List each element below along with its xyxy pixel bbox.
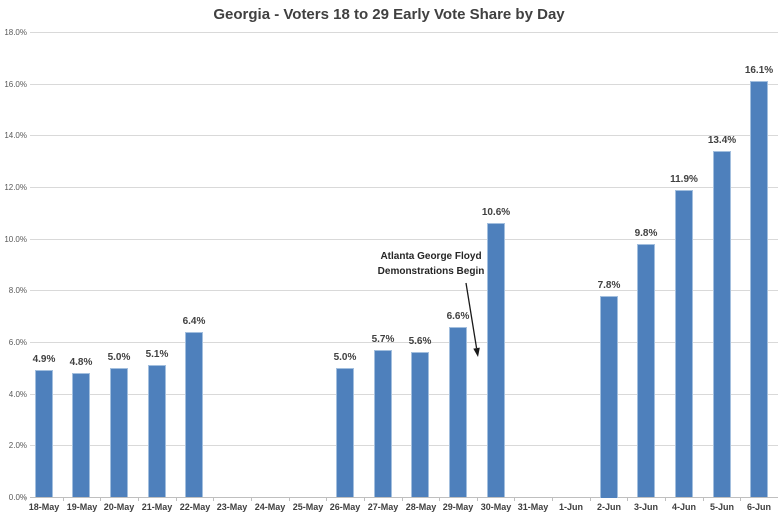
x-axis-label: 27-May — [367, 502, 399, 512]
annotation-label: Atlanta George Floyd Demonstrations Begin — [367, 249, 495, 279]
x-axis-label: 28-May — [405, 502, 437, 512]
bar-value-label: 5.0% — [333, 352, 357, 363]
y-axis-tick-label: 18.0% — [4, 28, 27, 37]
bar — [72, 373, 90, 497]
x-axis-tick — [25, 497, 26, 501]
y-axis-tick-label: 2.0% — [8, 441, 27, 450]
x-axis-tick — [740, 497, 741, 501]
y-axis-tick-label: 14.0% — [4, 131, 27, 140]
x-axis-tick — [439, 497, 440, 501]
bar — [750, 81, 768, 497]
y-axis-tick-label: 0.0% — [8, 493, 27, 502]
bar-value-label: 4.9% — [32, 354, 56, 365]
x-axis-label: 5-Jun — [709, 502, 734, 512]
y-axis-tick-label: 8.0% — [8, 286, 27, 295]
bar — [600, 296, 618, 498]
x-axis-label: 18-May — [28, 502, 60, 512]
bar-value-label: 6.6% — [446, 311, 470, 322]
bar-value-label: 5.7% — [371, 334, 395, 345]
bar-value-label: 11.9% — [670, 174, 698, 185]
x-axis-tick — [213, 497, 214, 501]
x-axis-tick — [63, 497, 64, 501]
bar — [675, 190, 693, 497]
x-axis-tick — [514, 497, 515, 501]
y-gridline — [30, 445, 778, 446]
y-gridline — [30, 239, 778, 240]
x-axis-label: 24-May — [254, 502, 286, 512]
x-axis-label: 3-Jun — [633, 502, 658, 512]
x-axis-label: 22-May — [179, 502, 211, 512]
x-axis-tick — [176, 497, 177, 501]
bar-value-label: 5.0% — [107, 352, 131, 363]
y-axis-tick-label: 16.0% — [4, 80, 27, 89]
x-axis-tick — [138, 497, 139, 501]
bar — [148, 365, 166, 497]
bar-value-label: 5.1% — [145, 349, 169, 360]
x-axis-label: 19-May — [66, 502, 98, 512]
x-axis-tick — [402, 497, 403, 501]
y-gridline — [30, 135, 778, 136]
x-axis-tick — [665, 497, 666, 501]
y-axis-tick-label: 4.0% — [8, 390, 27, 399]
x-axis-tick — [364, 497, 365, 501]
bar — [185, 332, 203, 497]
x-axis-tick — [477, 497, 478, 501]
y-gridline — [30, 187, 778, 188]
bar-value-label: 10.6% — [481, 207, 511, 218]
x-axis-label: 20-May — [103, 502, 135, 512]
x-axis-line — [30, 497, 778, 498]
y-gridline — [30, 342, 778, 343]
x-axis-tick — [627, 497, 628, 501]
x-axis-label: 1-Jun — [558, 502, 583, 512]
chart-title: Georgia - Voters 18 to 29 Early Vote Sha… — [213, 6, 565, 23]
y-axis-tick-label: 12.0% — [4, 183, 27, 192]
y-gridline — [30, 290, 778, 291]
x-axis-tick — [590, 497, 591, 501]
y-gridline — [30, 84, 778, 85]
bar-value-label: 7.8% — [597, 280, 621, 291]
annotation-line: Atlanta George Floyd — [380, 251, 482, 262]
annotation-line: Demonstrations Begin — [377, 266, 485, 277]
bar — [411, 352, 429, 497]
y-gridline — [30, 32, 778, 33]
bar-value-label: 5.6% — [408, 336, 432, 347]
bar — [110, 368, 128, 497]
bar-value-label: 6.4% — [182, 316, 206, 327]
y-axis-tick-label: 10.0% — [4, 235, 27, 244]
bar — [487, 223, 505, 497]
x-axis-label: 25-May — [292, 502, 324, 512]
bar-value-label: 13.4% — [707, 135, 737, 146]
x-axis-tick — [326, 497, 327, 501]
x-axis-label: 26-May — [329, 502, 361, 512]
x-axis-tick — [552, 497, 553, 501]
x-axis-label: 6-Jun — [746, 502, 771, 512]
bar — [713, 151, 731, 497]
bar — [35, 370, 53, 497]
x-axis-tick — [289, 497, 290, 501]
y-axis-tick-label: 6.0% — [8, 338, 27, 347]
x-axis-label: 2-Jun — [596, 502, 621, 512]
bar — [449, 327, 467, 497]
y-gridline — [30, 394, 778, 395]
bar-value-label: 9.8% — [634, 228, 658, 239]
x-axis-label: 29-May — [442, 502, 474, 512]
x-axis-label: 4-Jun — [671, 502, 696, 512]
x-axis-tick — [251, 497, 252, 501]
x-axis-label: 30-May — [480, 502, 512, 512]
x-axis-label: 21-May — [141, 502, 173, 512]
x-axis-label: 31-May — [517, 502, 549, 512]
x-axis-tick — [703, 497, 704, 501]
bar-value-label: 4.8% — [69, 357, 93, 368]
x-axis-tick — [100, 497, 101, 501]
x-axis-label: 23-May — [216, 502, 248, 512]
bar — [374, 350, 392, 497]
bar-value-label: 16.1% — [744, 65, 774, 76]
bar — [637, 244, 655, 497]
bar — [336, 368, 354, 497]
